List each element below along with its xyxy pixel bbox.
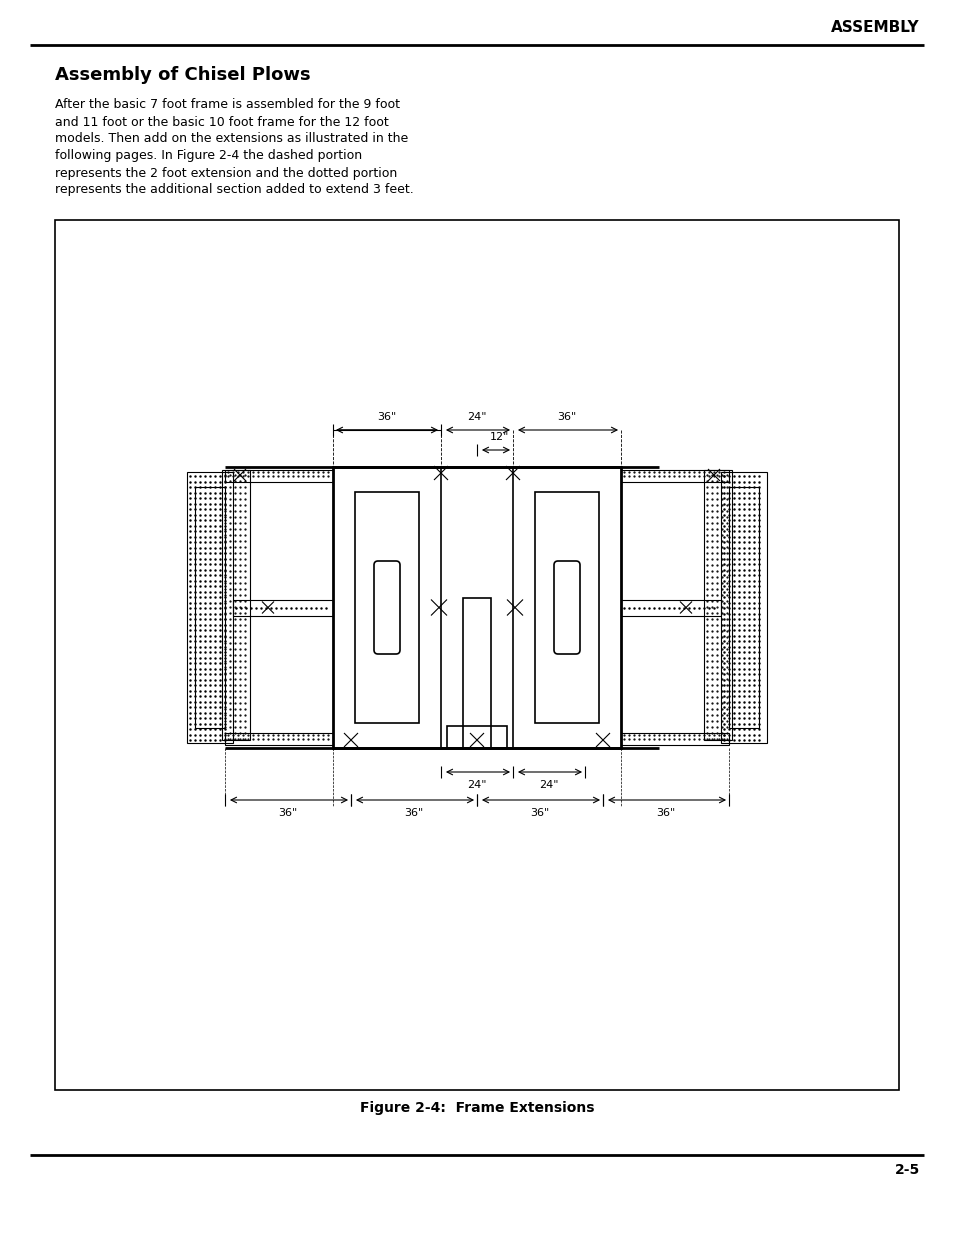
Text: 36": 36": [530, 808, 549, 818]
Bar: [728, 487, 759, 727]
Bar: [620, 599, 720, 615]
Bar: [194, 487, 225, 727]
Bar: [703, 471, 731, 740]
FancyBboxPatch shape: [554, 561, 579, 655]
Bar: [355, 492, 418, 722]
Text: After the basic 7 foot frame is assembled for the 9 foot: After the basic 7 foot frame is assemble…: [55, 99, 399, 111]
Text: ASSEMBLY: ASSEMBLY: [830, 21, 919, 36]
Text: 36": 36": [377, 412, 396, 422]
Text: represents the 2 foot extension and the dotted portion: represents the 2 foot extension and the …: [55, 167, 396, 179]
Text: 24": 24": [467, 781, 486, 790]
Bar: [462, 598, 491, 748]
Text: represents the additional section added to extend 3 feet.: represents the additional section added …: [55, 184, 414, 196]
Bar: [55, 220, 898, 1091]
Text: 2-5: 2-5: [894, 1163, 919, 1177]
Text: 36": 36": [278, 808, 297, 818]
Text: 36": 36": [656, 808, 675, 818]
Text: 12": 12": [490, 432, 509, 442]
Bar: [222, 471, 250, 740]
Text: 36": 36": [404, 808, 423, 818]
Text: following pages. In Figure 2-4 the dashed portion: following pages. In Figure 2-4 the dashe…: [55, 149, 362, 163]
Text: and 11 foot or the basic 10 foot frame for the 12 foot: and 11 foot or the basic 10 foot frame f…: [55, 116, 388, 128]
Bar: [620, 471, 728, 482]
Bar: [225, 734, 333, 745]
Bar: [187, 472, 233, 743]
Text: Figure 2-4:  Frame Extensions: Figure 2-4: Frame Extensions: [359, 1100, 594, 1115]
Bar: [233, 599, 333, 615]
Bar: [333, 467, 620, 748]
Bar: [620, 734, 728, 745]
Bar: [447, 726, 506, 748]
Text: models. Then add on the extensions as illustrated in the: models. Then add on the extensions as il…: [55, 132, 408, 146]
Text: 24": 24": [467, 412, 486, 422]
Bar: [225, 471, 333, 482]
Bar: [535, 492, 598, 722]
Text: 36": 36": [557, 412, 576, 422]
FancyBboxPatch shape: [374, 561, 399, 655]
Text: Assembly of Chisel Plows: Assembly of Chisel Plows: [55, 65, 311, 84]
Bar: [720, 472, 766, 743]
Text: 24": 24": [538, 781, 558, 790]
